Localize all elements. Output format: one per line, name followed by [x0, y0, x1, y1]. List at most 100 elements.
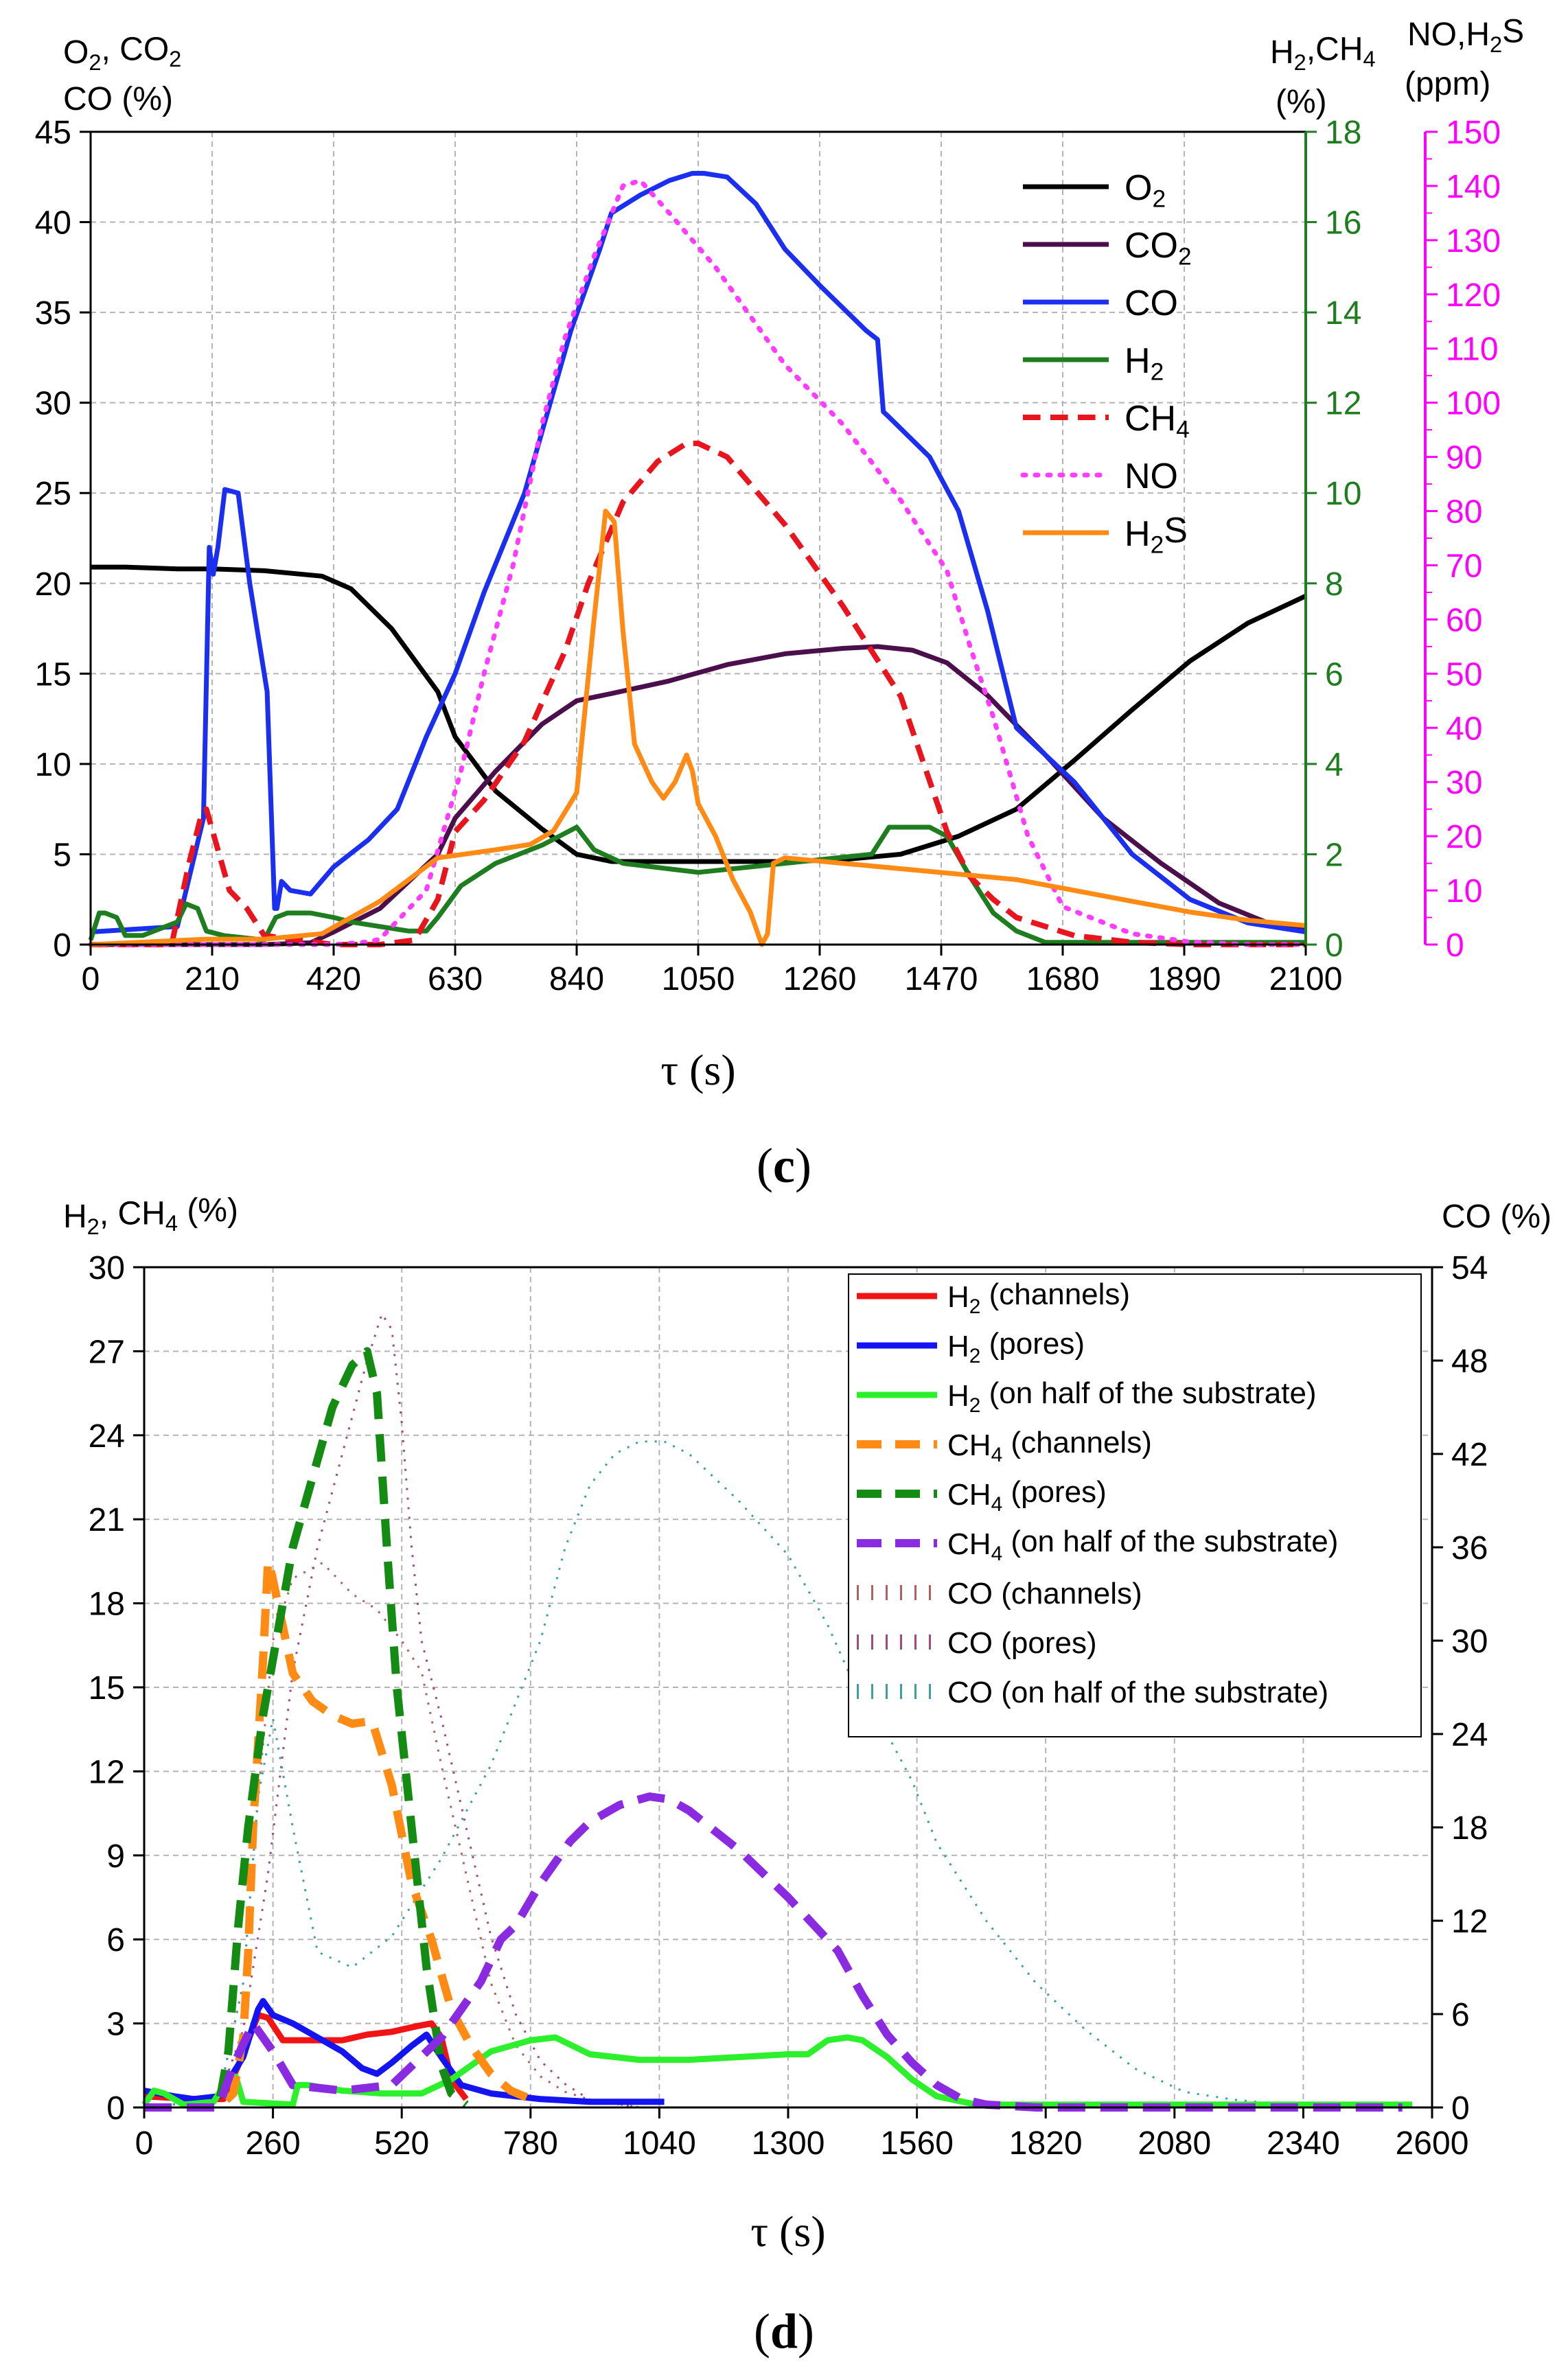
series-line-7 — [143, 1313, 640, 2109]
y-right1-label-line1: H2​,CH4​ — [1270, 31, 1376, 74]
x-tick-label: 1300 — [752, 2125, 825, 2162]
series-line-5 — [88, 178, 1308, 947]
y-right-tick-label: 12 — [1451, 1904, 1488, 1940]
legend-label: CH4​ — [1125, 399, 1190, 443]
y-right2-tick-label: 0 — [1446, 927, 1464, 964]
x-tick-label: 780 — [503, 2125, 558, 2162]
y-right1-label-line2: (%) — [1276, 84, 1327, 120]
y-right2-tick-label: 30 — [1446, 765, 1482, 801]
y-left-tick-label: 25 — [35, 476, 71, 512]
x-axis-label: τ (s) — [750, 2207, 825, 2256]
y-left-tick-label: 30 — [35, 386, 71, 422]
x-tick-label: 210 — [185, 961, 240, 997]
y-left-tick-label: 0 — [106, 2090, 125, 2127]
y-right-tick-label: 6 — [1451, 1997, 1470, 2033]
series-line-6 — [143, 1562, 640, 2109]
y-left-tick-label: 5 — [53, 837, 71, 873]
x-tick-label: 840 — [549, 961, 604, 997]
y-left-tick-label: 20 — [35, 566, 71, 603]
x-tick-label: 1050 — [662, 961, 735, 997]
y-left-label-line1: O2​, CO2​ — [63, 31, 181, 74]
legend-label: H2​ (pores) — [947, 1327, 1085, 1367]
y-left-tick-label: 18 — [89, 1586, 125, 1623]
y-right2-tick-label: 80 — [1446, 494, 1482, 531]
legend-label: CO (pores) — [947, 1626, 1097, 1660]
y-right-label: CO (%) — [1442, 1199, 1552, 1235]
x-tick-label: 1260 — [783, 961, 857, 997]
y-right1-tick-label: 4 — [1325, 747, 1344, 783]
legend-label: O2​ — [1125, 168, 1166, 213]
y-left-tick-label: 30 — [89, 1250, 125, 1286]
x-tick-label: 2600 — [1396, 2125, 1469, 2162]
y-left-label-line2: CO (%) — [63, 81, 173, 117]
panel-c: 0 210 420 630 840 1050 1260 1470 1680 1890 2100051… — [35, 13, 1525, 1193]
x-tick-label: 1560 — [880, 2125, 954, 2162]
y-right1-tick-label: 8 — [1325, 566, 1344, 603]
y-left-tick-label: 35 — [35, 295, 71, 332]
y-right-tick-label: 30 — [1451, 1623, 1488, 1660]
y-left-tick-label: 9 — [106, 1838, 125, 1875]
y-right1-tick-label: 0 — [1325, 927, 1344, 964]
y-right2-tick-label: 50 — [1446, 656, 1482, 693]
y-right-tick-label: 48 — [1451, 1343, 1488, 1380]
y-right-tick-label: 0 — [1451, 2090, 1470, 2127]
y-right1-tick-label: 16 — [1325, 205, 1361, 242]
y-right2-tick-label: 10 — [1446, 873, 1482, 910]
series-line-4 — [91, 440, 1306, 947]
legend-label: H2​ — [1125, 341, 1164, 386]
x-tick-label: 1680 — [1026, 961, 1100, 997]
legend-label: NO — [1125, 457, 1178, 496]
y-left-tick-label: 27 — [89, 1334, 125, 1370]
x-tick-label: 1470 — [905, 961, 978, 997]
y-left-tick-label: 40 — [35, 205, 71, 242]
series-line-4 — [144, 1347, 469, 2112]
y-right2-tick-label: 130 — [1446, 223, 1501, 259]
y-left-tick-label: 6 — [106, 1922, 125, 1958]
legend-label: CO2​ — [1125, 226, 1192, 270]
y-right2-tick-label: 100 — [1446, 386, 1501, 422]
series-line-3 — [144, 1557, 542, 2112]
y-right2-label-line1: NO,H2​S — [1407, 13, 1524, 56]
y-left-tick-label: 15 — [35, 656, 71, 693]
legend-label: CO — [1125, 284, 1178, 323]
legend-label: H2​ (channels) — [947, 1278, 1130, 1318]
y-left-tick-label: 12 — [89, 1754, 125, 1790]
y-right-tick-label: 24 — [1451, 1717, 1488, 1753]
y-right-tick-label: 36 — [1451, 1530, 1488, 1567]
y-left-tick-label: 45 — [35, 115, 71, 151]
legend-label: CO (channels) — [947, 1577, 1142, 1610]
legend-label: CH4​ (on half of the substrate) — [947, 1525, 1338, 1565]
legend-label: H2​ (on half of the substrate) — [947, 1376, 1317, 1417]
y-right2-tick-label: 140 — [1446, 169, 1501, 205]
y-right1-tick-label: 10 — [1325, 476, 1361, 512]
y-right1-tick-label: 2 — [1325, 837, 1344, 873]
y-right-tick-label: 18 — [1451, 1810, 1488, 1847]
x-tick-label: 2340 — [1267, 2125, 1340, 2162]
panel-d: 0 260 520 780 1040 1300 1560 1820 2080 2340 260003… — [63, 1192, 1552, 2359]
x-tick-label: 260 — [246, 2125, 301, 2162]
y-right2-tick-label: 20 — [1446, 819, 1482, 855]
y-left-label: H2​, CH4​ (%) — [63, 1192, 238, 1239]
y-right2-tick-label: 120 — [1446, 277, 1501, 314]
x-tick-label: 2100 — [1269, 961, 1343, 997]
x-tick-label: 1040 — [623, 2125, 696, 2162]
y-left-tick-label: 24 — [89, 1418, 125, 1455]
series-line-0 — [91, 564, 1307, 864]
y-left-tick-label: 3 — [106, 2007, 125, 2043]
y-right2-tick-label: 70 — [1446, 548, 1482, 584]
x-tick-label: 1890 — [1148, 961, 1221, 997]
series-line-8 — [143, 1440, 1333, 2109]
y-right2-tick-label: 110 — [1446, 332, 1499, 368]
y-right1-tick-label: 6 — [1325, 656, 1344, 693]
legend-box — [848, 1273, 1422, 1737]
y-right2-tick-label: 90 — [1446, 440, 1482, 476]
y-right1-tick-label: 14 — [1325, 295, 1361, 332]
legend-label: CH4​ (channels) — [947, 1426, 1152, 1466]
legend-label: H2​S — [1125, 511, 1188, 559]
legend-label: CO (on half of the substrate) — [947, 1676, 1328, 1709]
x-tick-label: 0 — [135, 2125, 154, 2162]
x-axis-label: τ (s) — [660, 1045, 735, 1094]
y-right1-tick-label: 12 — [1325, 386, 1361, 422]
y-right-tick-label: 54 — [1451, 1250, 1488, 1286]
